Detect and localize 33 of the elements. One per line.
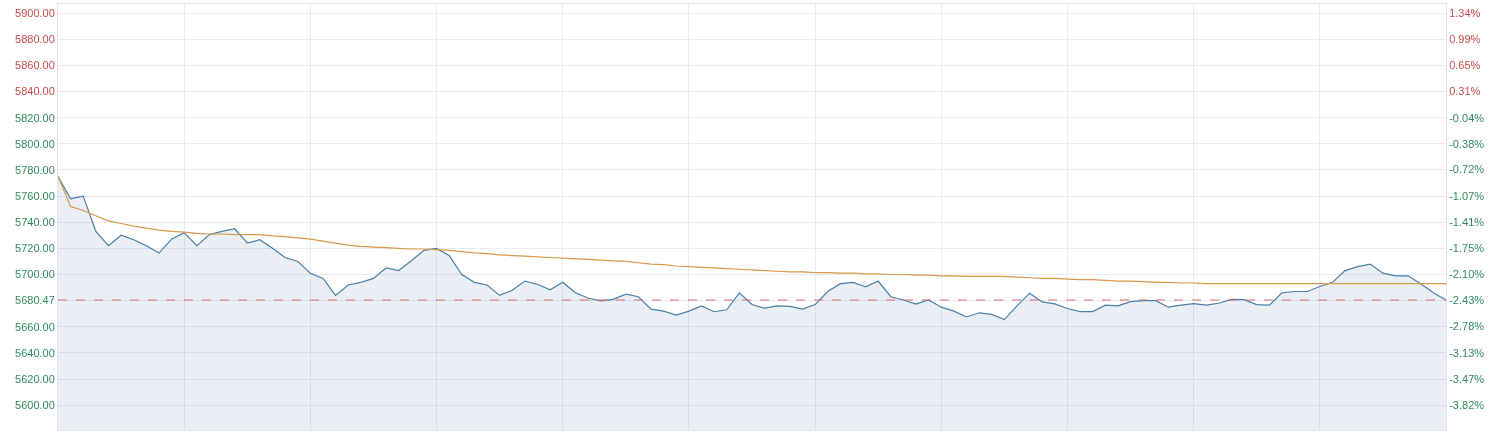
y2-tick-label: 0.99% bbox=[1449, 33, 1481, 46]
y-tick-label: 5620.00 bbox=[15, 372, 55, 385]
y-tick-label: 5680.47 bbox=[15, 293, 55, 306]
y-tick-label: 5720.00 bbox=[15, 242, 55, 255]
y-tick-label: 5800.00 bbox=[15, 137, 55, 150]
y-tick-label: 5880.00 bbox=[15, 33, 55, 46]
y2-tick-label: 0.65% bbox=[1449, 59, 1481, 72]
y-tick-label: 5640.00 bbox=[15, 346, 55, 359]
y2-tick-label: -0.72% bbox=[1449, 163, 1485, 176]
y-tick-label: 5860.00 bbox=[15, 59, 55, 72]
y2-tick-label: -1.75% bbox=[1449, 241, 1485, 254]
y2-tick-label: -2.78% bbox=[1449, 320, 1485, 333]
y2-tick-label: -3.13% bbox=[1449, 346, 1485, 359]
y-tick-label: 5780.00 bbox=[15, 163, 55, 176]
y2-tick-label: -3.47% bbox=[1449, 372, 1485, 385]
y2-tick-label: -2.43% bbox=[1449, 293, 1485, 306]
line-series bbox=[58, 175, 1446, 285]
y2-tick-label: -1.41% bbox=[1449, 215, 1485, 228]
y-tick-label: 5660.00 bbox=[15, 320, 55, 333]
y2-tick-label: -0.38% bbox=[1449, 137, 1485, 150]
y2-tick-label: -2.10% bbox=[1449, 268, 1485, 281]
y2-tick-label: -3.82% bbox=[1449, 399, 1485, 412]
y-tick-label: 5820.00 bbox=[15, 111, 55, 124]
y-tick-label: 5760.00 bbox=[15, 189, 55, 202]
y-tick-label: 5900.00 bbox=[15, 7, 55, 19]
y2-tick-label: 1.34% bbox=[1449, 6, 1481, 19]
y2-tick-label: -0.04% bbox=[1449, 111, 1485, 124]
y2-tick-label: -1.07% bbox=[1449, 190, 1485, 203]
y-tick-label: 5740.00 bbox=[15, 216, 55, 229]
y2-tick-label: 0.31% bbox=[1449, 85, 1481, 98]
y-tick-label: 5600.00 bbox=[15, 399, 55, 412]
y-tick-label: 5700.00 bbox=[15, 268, 55, 281]
y-tick-label: 5840.00 bbox=[15, 85, 55, 98]
